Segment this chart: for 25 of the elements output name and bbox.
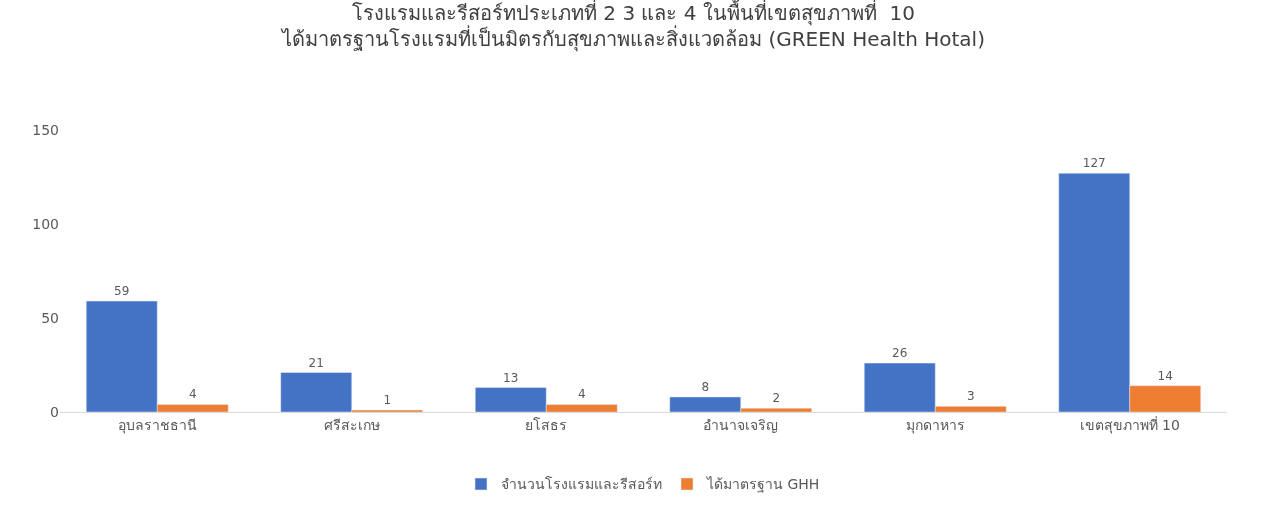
x-tick-label: ยโสธร: [525, 416, 568, 433]
y-tick-label: 50: [41, 309, 59, 326]
legend-label: ได้มาตรฐาน GHH: [706, 476, 820, 494]
data-label: 2: [772, 391, 781, 406]
data-label: 13: [503, 370, 519, 385]
data-label: 127: [1082, 156, 1106, 171]
x-tick-label: เขตสุขภาพที่ 10: [1079, 415, 1180, 434]
data-label: 59: [114, 284, 130, 299]
x-tick-label: มุกดาหาร: [905, 416, 965, 434]
data-label: 26: [892, 346, 908, 361]
data-label: 14: [1157, 368, 1173, 383]
x-tick-label: อุบลราชธานี: [117, 416, 197, 434]
data-label: 4: [188, 387, 197, 402]
data-label: 1: [383, 393, 392, 408]
data-label: 3: [966, 389, 975, 404]
y-tick-label: 100: [32, 215, 59, 232]
y-tick-label: 150: [32, 121, 59, 138]
x-tick-label: อำนาจเจริญ: [703, 416, 779, 433]
data-label: 8: [701, 379, 710, 394]
y-tick-label: 0: [50, 403, 59, 420]
legend-label: จำนวนโรงแรมและรีสอร์ท: [501, 476, 662, 493]
data-label: 4: [577, 387, 586, 402]
data-label: 21: [308, 355, 324, 370]
chart-title: โรงแรมและรีสอร์ทประเภทที่ 2 3 และ 4 ในพื้นที่เขตสุขภาพที่ 10 ได้มาตรฐานโรงแรมที่เป็นมิตรกับสุขภาพและสิ่งแวดล้อม (GREEN Health Hotal): [280, 0, 985, 53]
x-tick-label: ศรีสะเกษ: [323, 416, 380, 433]
